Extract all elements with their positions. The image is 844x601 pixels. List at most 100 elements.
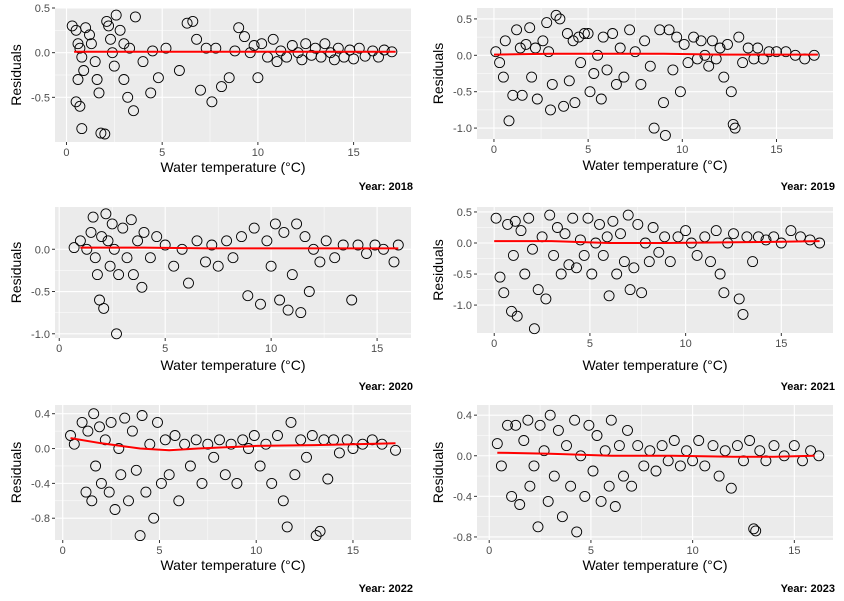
- x-tick-label: 0: [491, 338, 497, 350]
- residual-point: [214, 434, 225, 446]
- residual-point: [502, 419, 513, 431]
- residual-point: [239, 31, 250, 43]
- residual-point: [569, 97, 581, 109]
- residual-point: [390, 444, 401, 456]
- residual-point: [134, 530, 146, 542]
- residual-point: [72, 74, 84, 85]
- residual-point: [202, 438, 214, 450]
- x-tick-label: 10: [250, 545, 262, 557]
- residual-point: [737, 57, 749, 69]
- residual-point: [524, 22, 536, 34]
- residual-point: [267, 33, 279, 45]
- residual-point: [306, 430, 318, 441]
- residual-point: [584, 86, 596, 98]
- residual-point: [541, 17, 553, 29]
- residual-point: [252, 72, 264, 84]
- residual-point: [754, 445, 766, 457]
- residual-point: [208, 451, 220, 463]
- residual-point: [603, 290, 615, 302]
- residual-point: [277, 495, 289, 507]
- residual-point: [507, 249, 519, 261]
- residual-point: [104, 260, 116, 272]
- residual-point: [108, 243, 120, 255]
- residual-point: [137, 56, 149, 68]
- residual-point: [219, 469, 231, 481]
- residual-point: [511, 310, 523, 322]
- residual-point: [248, 222, 260, 234]
- residual-point: [101, 15, 113, 27]
- residual-point: [659, 231, 671, 243]
- residual-point: [296, 54, 308, 66]
- residual-point: [548, 470, 560, 482]
- y-tick-label: 0.5: [35, 3, 50, 15]
- y-tick-label: 0.4: [457, 410, 472, 422]
- residual-point: [91, 269, 103, 281]
- residual-point: [668, 435, 680, 446]
- residual-point: [242, 290, 254, 302]
- residual-point: [163, 469, 175, 481]
- residual-point: [113, 443, 125, 454]
- residual-point: [626, 480, 638, 492]
- y-axis-title: Residuals: [8, 44, 24, 105]
- residual-point: [173, 65, 185, 76]
- residual-point: [595, 495, 607, 507]
- residual-point: [622, 424, 633, 436]
- residual-point: [514, 499, 526, 510]
- residual-point: [278, 226, 290, 238]
- residual-point: [103, 486, 115, 498]
- residual-point: [552, 424, 564, 436]
- year-caption: Year: 2020: [359, 381, 413, 393]
- residual-point: [546, 78, 558, 90]
- residual-point: [748, 523, 760, 535]
- residual-point: [90, 460, 102, 472]
- residual-point: [254, 460, 266, 472]
- residual-point: [127, 269, 139, 281]
- residual-point: [95, 477, 107, 489]
- residual-point: [111, 328, 122, 340]
- residual-point: [654, 24, 666, 36]
- x-axis-title: Water temperature (°C): [582, 557, 727, 573]
- residual-point: [540, 293, 552, 305]
- y-axis-title: Residuals: [430, 442, 446, 503]
- x-tick-label: 15: [775, 338, 787, 350]
- residual-point: [554, 13, 566, 25]
- residual-point: [571, 526, 583, 538]
- residual-point: [587, 465, 599, 477]
- residual-point: [674, 460, 686, 472]
- residual-point: [138, 226, 150, 238]
- x-tick-label: 15: [371, 343, 383, 355]
- x-tick-label: 15: [347, 147, 359, 159]
- residual-point: [710, 225, 722, 237]
- residual-point: [714, 42, 726, 54]
- residual-point: [780, 46, 792, 58]
- residual-point: [609, 501, 621, 512]
- residual-point: [332, 42, 344, 54]
- residual-point: [506, 490, 518, 502]
- residual-point: [706, 35, 718, 47]
- residual-point: [567, 35, 579, 47]
- panel-background: [477, 207, 833, 333]
- residual-point: [601, 231, 613, 243]
- residual-point: [255, 298, 266, 310]
- residual-point: [678, 38, 690, 50]
- y-tick-label: 0.0: [35, 444, 50, 456]
- x-tick-label: 0: [56, 343, 62, 355]
- residual-point: [639, 35, 651, 47]
- residual-point: [490, 212, 502, 224]
- residual-point: [320, 235, 332, 247]
- residual-point: [98, 302, 110, 314]
- residual-point: [301, 451, 312, 463]
- residual-point: [543, 46, 555, 58]
- residual-point: [725, 482, 737, 494]
- residual-point: [653, 246, 665, 258]
- residual-point: [632, 440, 644, 452]
- residual-point: [91, 74, 103, 85]
- residual-point: [86, 495, 98, 507]
- residual-point: [183, 277, 194, 289]
- residual-point: [260, 438, 272, 450]
- residual-point: [574, 234, 586, 246]
- residual-point: [703, 60, 715, 72]
- facet-panel-6: 0 5 10 15 0.4 0.0 -0.4 -0.8 Water temperature (°…: [430, 405, 835, 595]
- residual-point: [495, 460, 507, 472]
- x-tick-label: 10: [679, 338, 691, 350]
